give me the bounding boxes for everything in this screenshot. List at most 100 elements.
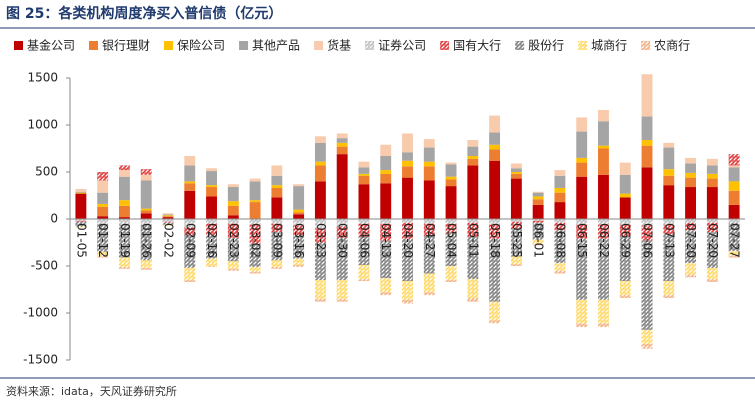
bar-segment [118,266,130,269]
x-tick-label: 02-16 [205,223,219,258]
bar-segment [598,323,609,328]
bar-segment [97,251,109,257]
bar-segment [97,180,109,193]
bar-segment [75,219,87,221]
bar-segment [619,193,631,198]
x-tick-label: 05-25 [510,223,524,258]
bar-segment [663,147,675,170]
bar-segment [227,223,239,238]
bar-segment [663,295,675,298]
bar-segment [467,158,479,166]
bar-segment [423,292,435,296]
bar-segment [467,156,479,159]
bar-segment [641,344,653,349]
bar-segment [685,274,697,278]
legend-label: 保险公司 [177,38,225,53]
bar-segment [467,236,479,280]
bar-segment [467,279,479,298]
bar-segment [641,219,653,226]
bar-segment [380,144,392,157]
bar-segment [314,219,326,229]
bar-segment [489,115,501,133]
bar-segment [576,224,588,239]
bar-segment [445,186,457,219]
bar-segment [118,257,130,267]
legend-label: 基金公司 [27,38,75,53]
bar-segment [532,222,544,240]
bar-segment [206,258,217,266]
bar-segment [445,233,457,266]
bar-segment [510,172,522,174]
bar-segment [532,196,544,200]
bar-segment [293,214,305,219]
bar-segment [314,165,326,182]
bar-segment [293,265,305,267]
bar-segment [641,145,653,168]
bar-segment [598,148,609,175]
bar-segment [663,169,675,176]
bar-segment [402,281,413,300]
bar-segment [576,117,588,132]
bar-segment [576,219,588,225]
legend-swatch [440,41,450,50]
bar-segment [380,278,392,293]
bar-segment [532,239,544,245]
bar-segment [641,116,653,141]
bar-segment [598,109,609,122]
bar-segment [728,167,740,182]
bar-segment [685,172,697,178]
bar-segment [206,196,217,219]
bar-segment [358,236,370,266]
bar-segment [598,174,609,219]
bar-segment [641,74,653,117]
bar-segment [75,192,87,194]
bar-segment [380,223,392,241]
bar-segment [336,226,348,238]
bar-segment [271,197,283,219]
bar-segment [532,191,544,193]
legend-swatch [239,41,249,50]
x-tick-label: 06-01 [532,223,546,258]
bar-segment [706,232,718,268]
bar-segment [184,219,196,228]
x-tick-label: 03-09 [270,223,284,258]
bar-segment [380,183,392,219]
x-tick-label: 03-16 [292,223,306,258]
bar-segment [663,175,675,186]
bar-segment [249,200,261,203]
bar-segment [118,205,130,218]
legend-swatch [164,41,174,50]
bar-segment [510,219,522,222]
bar-segment [162,221,174,223]
bar-segment [554,170,566,176]
bar-segment [227,215,239,219]
bar-segment [554,187,566,193]
bar-segment [728,250,740,256]
bar-segment [467,165,479,219]
bar-segment [576,299,588,324]
bar-segment [641,240,653,330]
bar-segment [489,219,501,225]
bar-segment [445,176,457,180]
x-tick-label: 02-23 [227,223,241,258]
bar-segment [162,213,174,215]
bar-segment [576,131,588,158]
bar-segment [380,170,392,174]
x-tick-label: 07-27 [728,223,742,258]
bar-segment [336,146,348,155]
bar-segment [293,212,305,215]
bar-segment [358,265,370,280]
bar-segment [140,208,152,211]
legend-swatch [515,41,525,50]
bar-segment [489,320,501,324]
bar-segment [293,225,305,235]
bar-segment [554,175,566,188]
bar-segment [314,142,326,162]
bar-segment [510,264,522,266]
bar-segment [598,145,609,149]
bar-segment [685,222,697,231]
bar-segment [728,219,740,223]
bar-segment [314,161,326,166]
bar-segment [249,178,261,182]
